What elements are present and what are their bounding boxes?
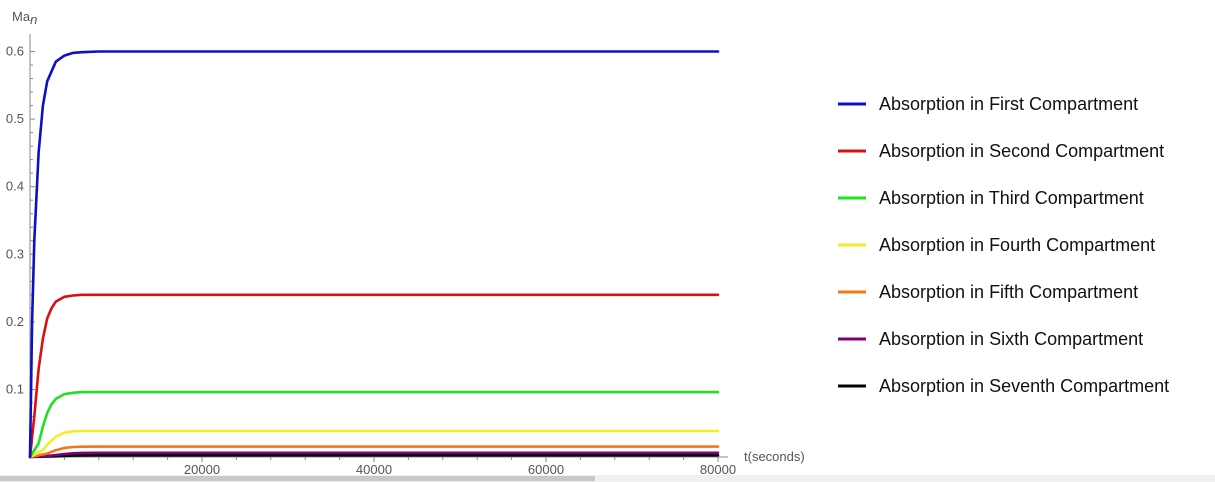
- legend-entry-1: Absorption in First Compartment: [838, 94, 1138, 114]
- y-tick-label: 0.1: [6, 381, 24, 396]
- legend-entry-3: Absorption in Third Compartment: [838, 188, 1144, 208]
- series-line-5: [28, 445, 720, 459]
- y-tick-label: 0.4: [6, 179, 24, 194]
- y-axis-label: Man: [12, 9, 37, 27]
- legend-entry-7: Absorption in Seventh Compartment: [838, 376, 1169, 396]
- horizontal-scrollbar[interactable]: [0, 475, 1215, 482]
- y-axis-label-main: Ma: [12, 9, 31, 24]
- legend: Absorption in First Compartment Absorptio…: [838, 94, 1169, 396]
- x-tick-label: 40000: [356, 462, 392, 475]
- series-line-6: [28, 451, 720, 459]
- y-tick-label: 0.5: [6, 111, 24, 126]
- series-line-7: [28, 453, 720, 459]
- legend-label: Absorption in Seventh Compartment: [879, 376, 1169, 396]
- axes: [29, 34, 728, 458]
- series-line-4: [28, 429, 720, 459]
- legend-entry-6: Absorption in Sixth Compartment: [838, 329, 1143, 349]
- series-layer: [28, 50, 720, 459]
- y-tick-label: 0.2: [6, 314, 24, 329]
- legend-label: Absorption in Second Compartment: [879, 141, 1164, 161]
- x-tick-label: 80000: [700, 462, 736, 475]
- legend-entry-5: Absorption in Fifth Compartment: [838, 282, 1138, 302]
- legend-label: Absorption in Fifth Compartment: [879, 282, 1138, 302]
- x-tick-label: 20000: [184, 462, 220, 475]
- scrollbar-thumb[interactable]: [0, 476, 595, 481]
- y-tick-label: 0.3: [6, 246, 24, 261]
- legend-label: Absorption in Fourth Compartment: [879, 235, 1155, 255]
- legend-label: Absorption in Sixth Compartment: [879, 329, 1143, 349]
- x-axis-label: t(seconds): [744, 449, 805, 464]
- legend-entry-4: Absorption in Fourth Compartment: [838, 235, 1155, 255]
- legend-entry-2: Absorption in Second Compartment: [838, 141, 1164, 161]
- series-line-1: [28, 50, 720, 459]
- ticks: 20000 40000 60000 80000 0.1 0.2 0.3 0.4 0.5 0.6: [6, 44, 736, 475]
- y-axis-label-sub: n: [30, 12, 37, 27]
- series-line-3: [28, 390, 720, 459]
- x-tick-label: 60000: [528, 462, 564, 475]
- series-line-2: [28, 293, 720, 459]
- legend-label: Absorption in First Compartment: [879, 94, 1138, 114]
- y-tick-label: 0.6: [6, 44, 24, 59]
- legend-label: Absorption in Third Compartment: [879, 188, 1144, 208]
